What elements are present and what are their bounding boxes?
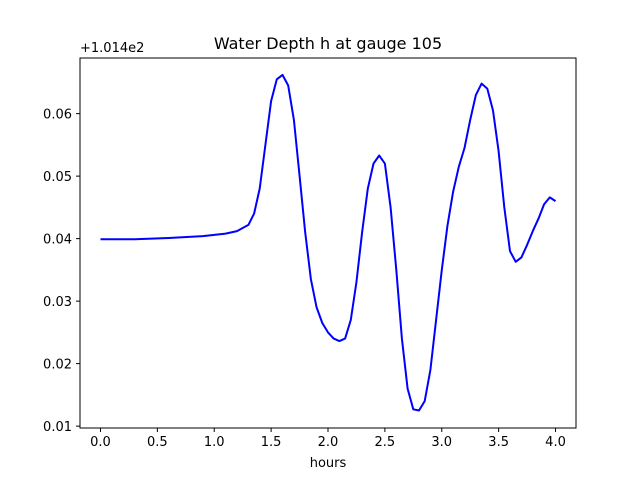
x-tick-label: 1.5 xyxy=(261,435,282,450)
x-tick-label: 4.0 xyxy=(545,435,566,450)
y-tick-label: 0.01 xyxy=(43,420,72,435)
y-tick-label: 0.02 xyxy=(43,358,72,373)
x-tick-label: 1.0 xyxy=(204,435,225,450)
chart-title: Water Depth h at gauge 105 xyxy=(214,34,442,53)
y-axis: 0.01 0.02 0.03 0.04 0.05 0.06 xyxy=(43,108,80,435)
y-tick-label: 0.05 xyxy=(43,170,72,185)
series-line-0 xyxy=(100,73,557,412)
x-axis-label: hours xyxy=(310,456,347,471)
x-tick-label: 0.5 xyxy=(147,435,168,450)
axes-frame xyxy=(79,57,577,429)
y-offset-label: +1.014e2 xyxy=(80,41,144,56)
x-axis: 0.0 0.5 1.0 1.5 2.0 2.5 3.0 3.5 4.0 xyxy=(90,428,566,450)
y-tick-label: 0.04 xyxy=(43,233,72,248)
plot-area xyxy=(100,73,557,412)
x-tick-label: 2.0 xyxy=(318,435,339,450)
x-tick-label: 3.5 xyxy=(488,435,509,450)
x-tick-label: 0.0 xyxy=(90,435,111,450)
x-tick-label: 3.0 xyxy=(431,435,452,450)
y-tick-label: 0.03 xyxy=(43,295,72,310)
y-tick-label: 0.06 xyxy=(43,108,72,123)
x-tick-label: 2.5 xyxy=(375,435,396,450)
